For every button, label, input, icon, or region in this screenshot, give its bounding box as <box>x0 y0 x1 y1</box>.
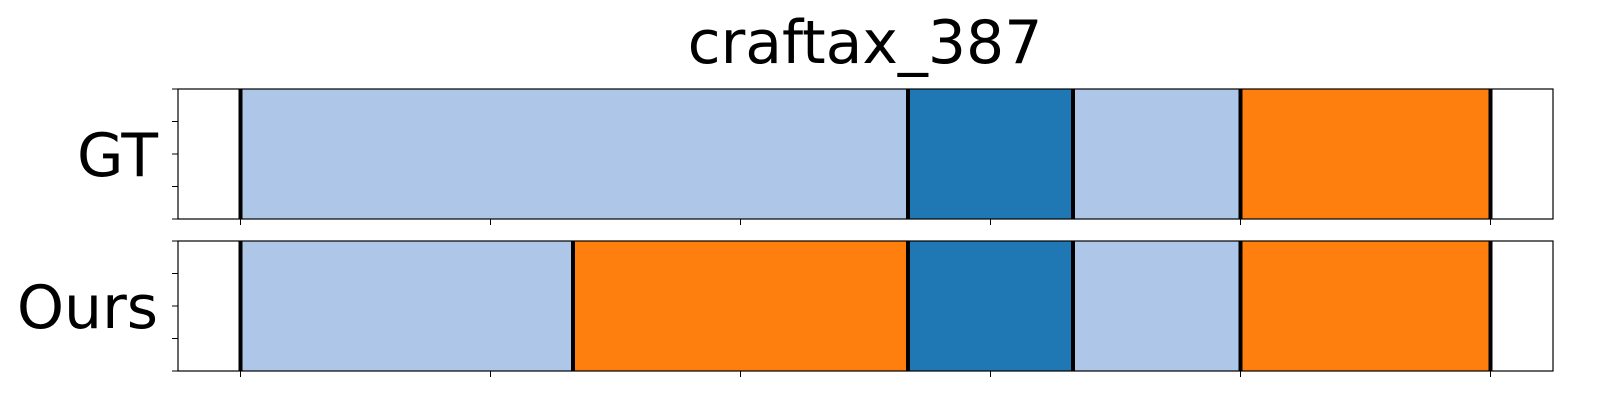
gt-segment-1 <box>240 89 908 219</box>
gt-panel: GT <box>77 88 1554 225</box>
gt-segment-4 <box>1240 89 1491 219</box>
ours-segment-4 <box>1073 241 1241 371</box>
ours-segment-2 <box>573 241 908 371</box>
gt-row-label: GT <box>77 121 158 191</box>
gt-segment-2 <box>908 89 1073 219</box>
ours-segment-1 <box>240 241 573 371</box>
ours-segment-3 <box>908 241 1073 371</box>
chart-title: craftax_387 <box>688 8 1043 78</box>
ours-row-label: Ours <box>17 273 158 343</box>
ours-panel: Ours <box>17 240 1554 377</box>
gt-segment-3 <box>1073 89 1241 219</box>
ours-segment-5 <box>1240 241 1491 371</box>
